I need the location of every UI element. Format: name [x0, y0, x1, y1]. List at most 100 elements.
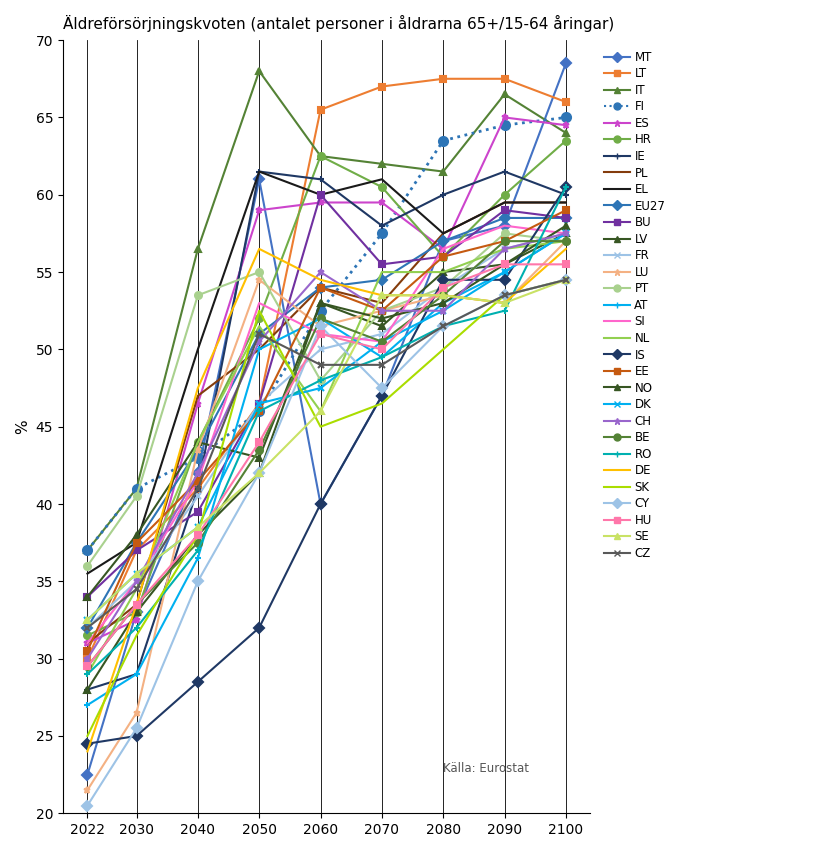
BE	[377, 337, 387, 347]
CZ	[315, 360, 325, 370]
PT	[131, 491, 141, 501]
SE	[315, 406, 325, 417]
ES	[255, 205, 264, 216]
Line: DK: DK	[84, 230, 570, 624]
LT	[255, 399, 264, 409]
Line: IE: IE	[84, 168, 570, 693]
LU	[438, 291, 448, 301]
NL	[438, 267, 448, 277]
SE	[438, 291, 448, 301]
Line: IT: IT	[84, 67, 570, 554]
CY	[131, 723, 141, 734]
IS	[83, 739, 93, 749]
CY	[500, 291, 510, 301]
SE	[561, 274, 571, 285]
EU27	[131, 538, 141, 548]
FR	[255, 399, 264, 409]
EL	[315, 190, 325, 200]
DK	[193, 522, 203, 532]
MT	[438, 236, 448, 246]
EE	[438, 251, 448, 262]
MT	[561, 58, 571, 68]
PT	[315, 375, 325, 385]
LT	[315, 105, 325, 115]
HU	[83, 661, 93, 671]
IT	[377, 158, 387, 169]
BU	[193, 507, 203, 517]
CH	[561, 228, 571, 239]
SI	[438, 244, 448, 254]
HU	[315, 329, 325, 339]
DE	[131, 600, 141, 610]
FI	[83, 545, 93, 556]
LV	[131, 530, 141, 540]
IT	[438, 166, 448, 176]
DE	[83, 746, 93, 757]
CH	[377, 306, 387, 316]
BU	[131, 545, 141, 556]
NO	[561, 221, 571, 231]
SI	[83, 638, 93, 648]
Line: LU: LU	[84, 238, 570, 793]
CY	[377, 383, 387, 393]
LU	[83, 785, 93, 795]
DE	[255, 244, 264, 254]
BE	[193, 538, 203, 548]
NL	[255, 321, 264, 331]
NL	[377, 267, 387, 277]
EL	[438, 228, 448, 239]
EU27	[315, 282, 325, 292]
Line: BU: BU	[84, 192, 570, 601]
CH	[500, 244, 510, 254]
MT	[131, 607, 141, 618]
IE	[193, 483, 203, 493]
IS	[315, 499, 325, 509]
Line: ES: ES	[84, 114, 570, 647]
DK	[377, 337, 387, 347]
ES	[438, 244, 448, 254]
PL	[500, 198, 510, 208]
LT	[377, 82, 387, 92]
FR	[438, 282, 448, 292]
LT	[131, 545, 141, 556]
Line: NO: NO	[84, 222, 570, 693]
PL	[83, 638, 93, 648]
IT	[193, 244, 203, 254]
DK	[131, 568, 141, 579]
Line: AT: AT	[84, 230, 570, 709]
IS	[377, 391, 387, 401]
SE	[255, 468, 264, 478]
IS	[193, 676, 203, 687]
CZ	[377, 360, 387, 370]
HR	[131, 607, 141, 618]
HU	[500, 259, 510, 269]
IE	[438, 190, 448, 200]
NO	[193, 530, 203, 540]
CH	[315, 267, 325, 277]
EE	[377, 306, 387, 316]
IT	[255, 66, 264, 76]
ES	[131, 615, 141, 625]
LV	[561, 228, 571, 239]
EE	[561, 205, 571, 216]
HU	[377, 344, 387, 354]
FI	[255, 406, 264, 417]
LU	[131, 708, 141, 718]
NO	[377, 314, 387, 324]
IT	[131, 483, 141, 493]
MT	[255, 174, 264, 184]
PT	[500, 228, 510, 239]
SK	[500, 291, 510, 301]
IT	[561, 128, 571, 138]
PT	[255, 267, 264, 277]
MT	[500, 221, 510, 231]
CH	[438, 306, 448, 316]
DK	[500, 267, 510, 277]
FI	[500, 120, 510, 130]
HR	[255, 314, 264, 324]
RO	[438, 321, 448, 331]
CZ	[438, 321, 448, 331]
Line: EU27: EU27	[84, 215, 570, 631]
EU27	[83, 623, 93, 633]
SI	[255, 298, 264, 308]
